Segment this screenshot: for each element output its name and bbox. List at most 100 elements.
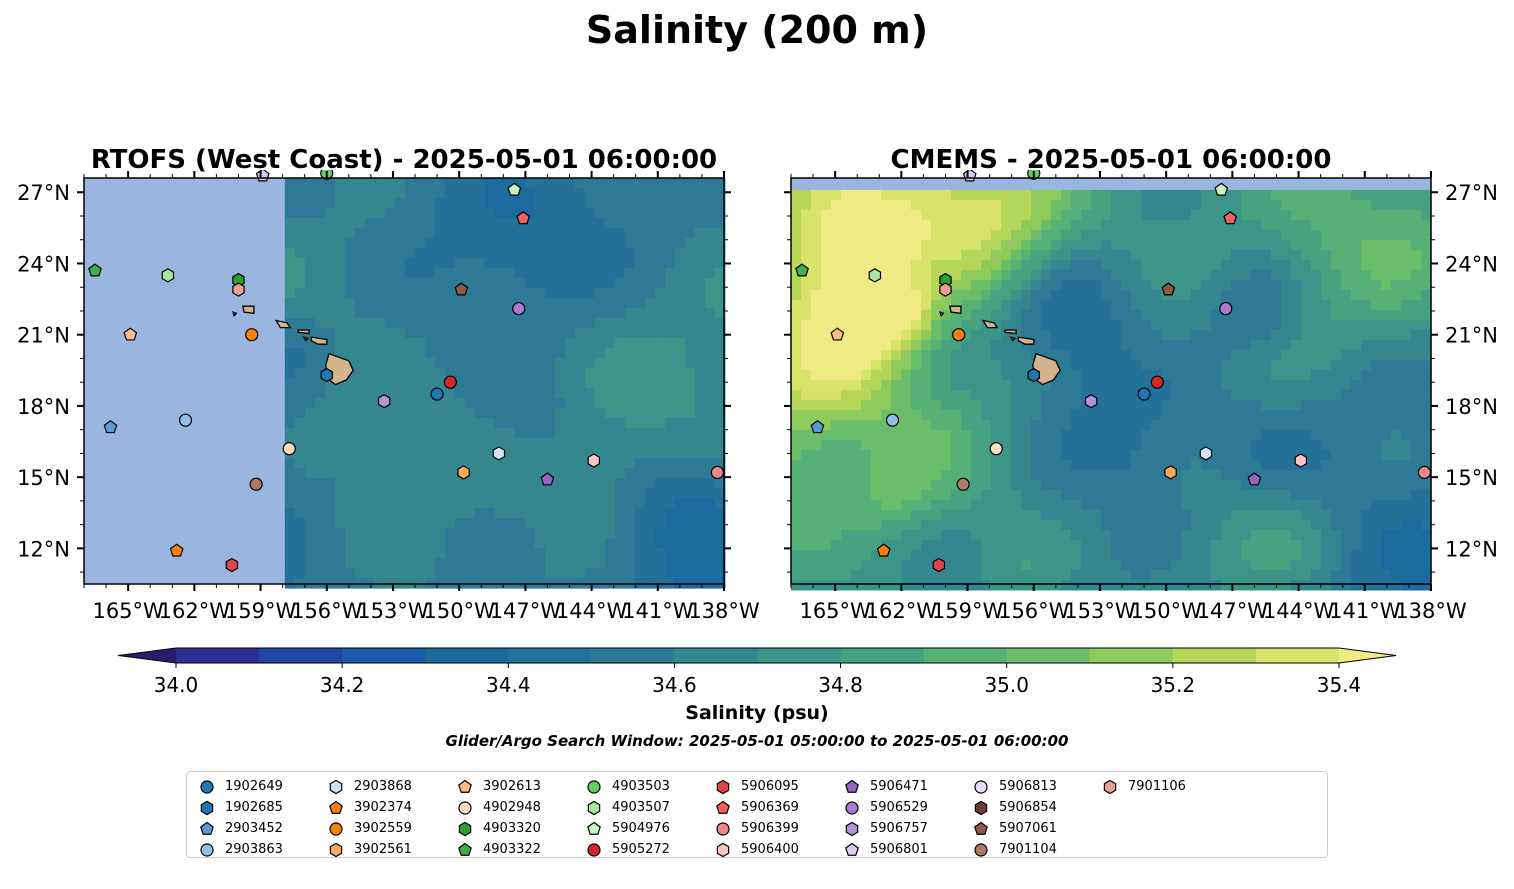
y-tick-label: 27°N: [17, 181, 70, 205]
legend-item-5906813: 5906813: [973, 776, 1057, 797]
legend-marker-5906369: [716, 800, 730, 814]
legend-label: 7901104: [999, 842, 1057, 857]
legend-marker-icon: [458, 821, 472, 836]
float-marker-4902948: [989, 442, 1003, 456]
legend-marker-5906801: [845, 842, 859, 856]
float-marker-7901106: [939, 282, 952, 297]
float-marker-5906471: [1247, 472, 1262, 486]
legend-marker-icon: [845, 842, 859, 856]
legend-label: 1902685: [225, 800, 283, 815]
legend-label: 4903507: [612, 800, 670, 815]
y-tick-label: 18°N: [1445, 395, 1498, 419]
float-marker-5906369: [1223, 211, 1238, 225]
float-marker-5906095: [932, 557, 946, 573]
float-marker-5906399: [710, 465, 724, 480]
legend-marker-2903863: [200, 842, 214, 857]
legend-marker-icon: [716, 800, 730, 814]
legend-label: 5906471: [870, 779, 928, 794]
island-4: [949, 305, 962, 315]
x-tick-label: 138°W: [1395, 599, 1467, 623]
legend-label: 5906757: [870, 821, 928, 836]
y-tick-label: 18°N: [17, 395, 70, 419]
legend-marker-icon: [458, 842, 472, 856]
search-window-caption: Glider/Argo Search Window: 2025-05-01 05…: [446, 732, 1069, 750]
legend-item-1902685: 1902685: [199, 797, 283, 818]
colorbar-swatch: [1089, 648, 1174, 663]
legend-marker-5907061: [974, 821, 988, 835]
legend-marker-icon: [974, 800, 988, 815]
colorbar-extend-low: [118, 648, 176, 663]
legend-item-5906369: 5906369: [715, 797, 799, 818]
legend-marker-icon: [200, 821, 214, 835]
salinity-field-rtofs: [84, 178, 726, 589]
legend-item-5906095: 5906095: [715, 776, 799, 797]
x-tick-label: 159°W: [932, 599, 1004, 623]
legend-item-5906400: 5906400: [715, 839, 799, 860]
island-1: [1017, 336, 1035, 345]
legend-item-3902374: 3902374: [328, 797, 412, 818]
legend-label: 7901106: [1128, 779, 1186, 794]
float-marker-7901104: [249, 477, 263, 491]
legend-label: 5906529: [870, 800, 928, 815]
legend-marker-5906399: [716, 821, 730, 836]
float-legend: 1902649 1902685 2903452 2903863 2903868 39023…: [186, 771, 1328, 858]
float-marker-5907061: [454, 282, 469, 296]
x-tick-label: 141°W: [1329, 599, 1401, 623]
island-5: [231, 311, 238, 317]
legend-label: 2903863: [225, 842, 283, 857]
x-tick-label: 147°W: [1197, 599, 1269, 623]
legend-item-7901104: 7901104: [973, 839, 1057, 860]
legend-marker-1902685: [200, 800, 214, 815]
legend-marker-icon: [845, 821, 859, 836]
float-marker-5906757: [377, 393, 391, 409]
y-tick-label: 12°N: [1445, 537, 1498, 561]
island-3: [274, 319, 292, 329]
colorbar-swatch: [923, 648, 1008, 663]
legend-marker-icon: [587, 800, 601, 815]
legend-marker-icon: [458, 800, 472, 815]
legend-marker-icon: [845, 779, 859, 793]
float-marker-5905272: [443, 375, 457, 389]
x-tick-label: 156°W: [291, 599, 363, 623]
legend-marker-3902613: [458, 779, 472, 793]
legend-marker-icon: [974, 779, 988, 794]
panel-title-rtofs: RTOFS (West Coast) - 2025-05-01 06:00:00: [91, 145, 717, 175]
float-marker-5907061: [1161, 282, 1176, 296]
float-marker-5906529: [1219, 301, 1233, 316]
island-3: [981, 319, 999, 329]
float-marker-3902374: [876, 543, 891, 557]
legend-marker-icon: [329, 779, 343, 794]
float-markers-cmems: [795, 170, 1431, 573]
float-marker-5906471: [540, 472, 555, 486]
legend-marker-4902948: [458, 800, 472, 815]
legend-marker-1902649: [200, 779, 214, 794]
legend-marker-5906757: [845, 821, 859, 836]
float-marker-1902685: [320, 367, 333, 383]
float-marker-5905272: [1150, 375, 1164, 389]
colorbar-swatch: [342, 648, 426, 663]
legend-marker-7901106: [1103, 779, 1117, 794]
legend-item-2903863: 2903863: [199, 839, 283, 860]
legend-marker-icon: [329, 821, 343, 836]
float-marker-5906400: [587, 453, 601, 468]
colorbar-tick-label: 34.8: [818, 673, 863, 697]
legend-marker-icon: [974, 842, 988, 857]
float-marker-1902649: [1137, 387, 1151, 401]
legend-label: 2903452: [225, 821, 283, 836]
colorbar-swatches: [117, 647, 1397, 664]
x-tick-label: 147°W: [490, 599, 562, 623]
legend-marker-5906471: [845, 779, 859, 793]
map-frame-rtofs: [83, 177, 725, 585]
island-6: [1009, 336, 1017, 342]
legend-marker-5905272: [587, 842, 601, 857]
legend-label: 4903320: [483, 821, 541, 836]
float-marker-5906399: [1417, 465, 1431, 480]
legend-marker-icon: [587, 821, 601, 835]
colorbar-tick-label: 35.2: [1151, 673, 1196, 697]
float-marker-3902374: [169, 543, 184, 557]
legend-item-3902559: 3902559: [328, 818, 412, 839]
x-tick-label: 144°W: [1263, 599, 1335, 623]
float-marker-4903322: [795, 263, 809, 277]
legend-marker-icon: [200, 842, 214, 857]
